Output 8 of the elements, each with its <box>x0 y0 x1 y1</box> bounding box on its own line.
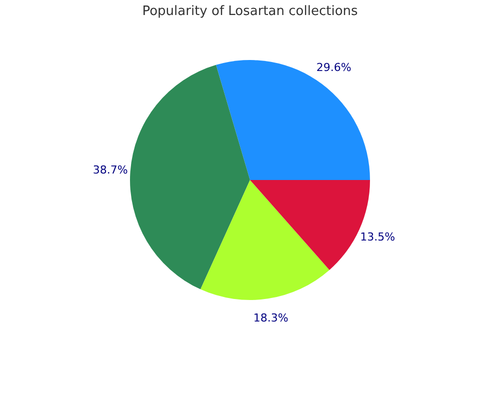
data-label: 29.6% <box>316 60 352 74</box>
pie-slice <box>200 180 330 300</box>
data-label: 13.5% <box>360 230 396 244</box>
chart-title: Popularity of Losartan collections <box>142 4 358 19</box>
pie-slice <box>130 64 250 290</box>
pie-slice <box>216 60 370 180</box>
data-label: 38.7% <box>92 163 128 176</box>
data-label: 18.3% <box>253 311 288 324</box>
